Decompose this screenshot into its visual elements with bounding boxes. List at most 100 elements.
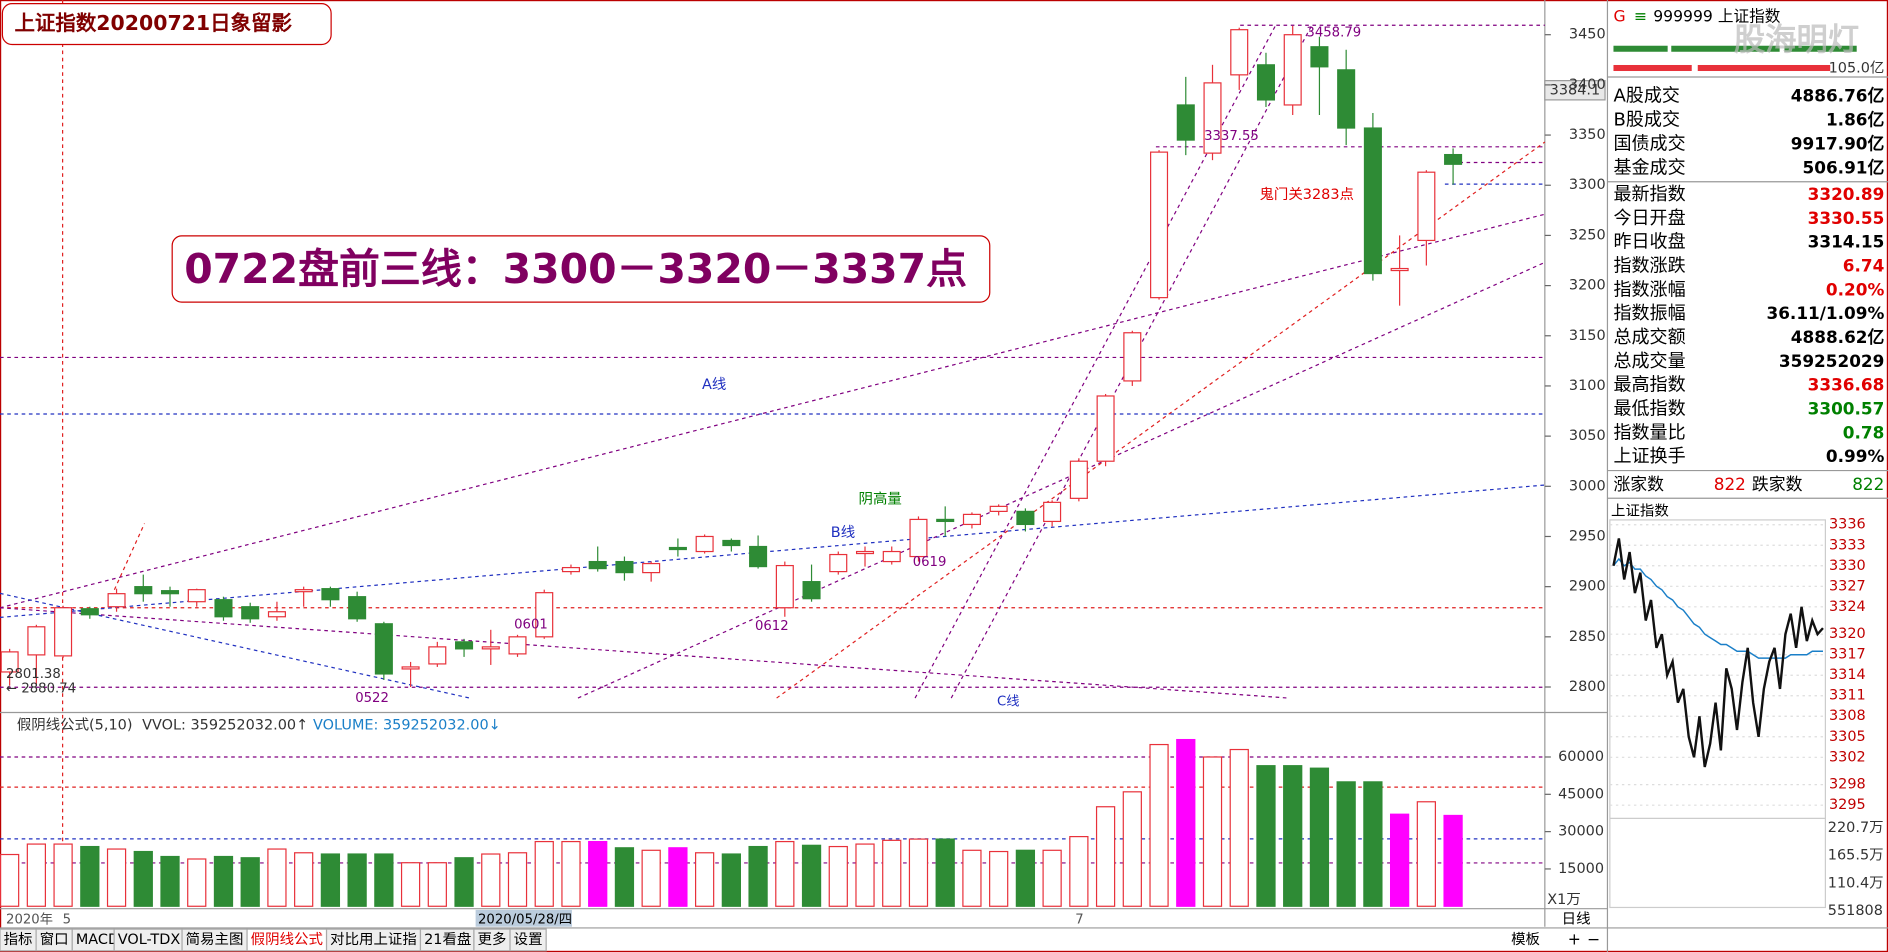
candle-body: [588, 560, 607, 570]
row-label: 指数振幅: [1613, 303, 1685, 324]
candle-body: [267, 611, 286, 618]
label: ← 2880.74: [6, 681, 76, 696]
candle-body: [107, 593, 126, 608]
trend-line: [0, 592, 470, 699]
zoom-in[interactable]: +: [1568, 929, 1581, 948]
candle-body: [54, 607, 73, 657]
y-tick-label: 3100: [1569, 378, 1606, 394]
candle-body: [1176, 104, 1195, 141]
volume-bar: [801, 844, 822, 907]
tab-label[interactable]: 设置: [514, 931, 543, 948]
label: C线: [997, 694, 1019, 710]
down-count: 822: [1852, 474, 1884, 494]
candle-body: [1363, 127, 1382, 275]
volume-value: VOLUME: 359252032.00↓: [313, 718, 501, 734]
volume-bar: [454, 857, 474, 907]
template-tab[interactable]: 模板: [1511, 930, 1540, 948]
volume-bar: [641, 849, 661, 907]
candle-body: [855, 550, 875, 555]
candle-body: [1417, 171, 1436, 242]
volume-bar: [0, 853, 20, 907]
tab-label[interactable]: 21看盘: [424, 930, 471, 948]
y-tick-label: 2900: [1569, 579, 1606, 595]
y-tick-label: 3250: [1569, 227, 1606, 243]
volume-bar: [1283, 765, 1303, 907]
candle-body: [615, 560, 634, 574]
y-tick-label: 3336: [1829, 517, 1866, 533]
tab-label[interactable]: MACD: [76, 932, 119, 948]
label: 0619: [913, 555, 947, 570]
candle-body: [722, 539, 741, 547]
tab-label[interactable]: 指标: [4, 931, 33, 948]
zoom-out[interactable]: −: [1587, 929, 1600, 948]
row-label: 基金成交: [1613, 157, 1685, 178]
candles: [0, 25, 1463, 688]
stock-name: 999999 上证指数: [1653, 6, 1781, 25]
period[interactable]: 日线: [1562, 911, 1591, 928]
candle-body: [668, 546, 687, 551]
volume-bar: [160, 855, 180, 907]
cursor-label: 3384.1: [1550, 82, 1601, 98]
candle-body: [241, 606, 260, 620]
row-label: B股成交: [1613, 109, 1680, 130]
y-tick-label: 15000: [1558, 861, 1604, 877]
row-value: 4886.76亿: [1791, 85, 1885, 105]
avg-line: [1612, 557, 1823, 659]
volume-bar: [347, 853, 367, 907]
row-value: 3336.68: [1808, 375, 1885, 395]
volume-bar: [1443, 814, 1463, 907]
row-value: 36.11/1.09%: [1766, 303, 1884, 323]
candle-body: [27, 626, 46, 656]
y-tick-label: 2850: [1569, 629, 1606, 645]
y-tick-label: 3000: [1569, 478, 1606, 494]
tab-label[interactable]: 简易主图: [186, 931, 244, 948]
tab-label[interactable]: 更多: [478, 931, 507, 948]
candle-body: [348, 596, 367, 620]
volume-bar: [400, 862, 421, 907]
volume-bar: [481, 853, 501, 907]
y-tick-label: 3298: [1829, 777, 1866, 793]
candle-body: [962, 513, 981, 526]
row-value: 0.20%: [1826, 279, 1885, 299]
candle-body: [695, 535, 714, 553]
intraday-frame: [1609, 519, 1826, 909]
candle-body: [214, 599, 233, 618]
volume-bar: [1363, 781, 1383, 907]
tab-label[interactable]: 窗口: [40, 930, 69, 948]
row-label: 最高指数: [1613, 375, 1685, 396]
tab-label[interactable]: 假阴线公式: [251, 931, 323, 948]
tab[interactable]: [509, 928, 547, 952]
tab-label[interactable]: VOL-TDX: [118, 932, 181, 948]
candle-body: [481, 646, 500, 650]
row-value: 3300.57: [1808, 398, 1885, 418]
bar: [1784, 45, 1857, 52]
volume-bar: [989, 850, 1009, 907]
row-value: 506.91亿: [1803, 157, 1885, 177]
y-tick-label: 3050: [1569, 428, 1606, 444]
candle-body: [882, 550, 901, 563]
tab-label[interactable]: 对比用上证指: [330, 931, 417, 948]
volume-bar: [320, 853, 341, 907]
bar: [1671, 45, 1780, 52]
volume-bar: [882, 839, 902, 907]
candle-body: [1123, 332, 1142, 382]
row-label: 最低指数: [1613, 398, 1685, 419]
volume-bar: [106, 848, 127, 907]
candle-body: [1337, 69, 1356, 129]
trend-line: [0, 484, 1545, 619]
y-tick-label: 3450: [1569, 27, 1606, 43]
formula-name: 假阴线公式(5,10): [17, 717, 133, 734]
candle-body: [535, 592, 554, 638]
y-tick-label: 3308: [1829, 708, 1866, 724]
vol-label: 165.5万: [1828, 848, 1884, 864]
volume-bar: [935, 838, 955, 907]
y-tick-label: 3311: [1829, 688, 1866, 704]
candle-body: [187, 589, 206, 603]
candle-body: [428, 646, 447, 665]
volume-bar: [240, 857, 260, 907]
down-label: 跌家数: [1752, 474, 1803, 494]
candle-body: [0, 651, 19, 673]
menu[interactable]: ≡: [1634, 6, 1647, 25]
y-tick-label: 3333: [1829, 537, 1866, 553]
